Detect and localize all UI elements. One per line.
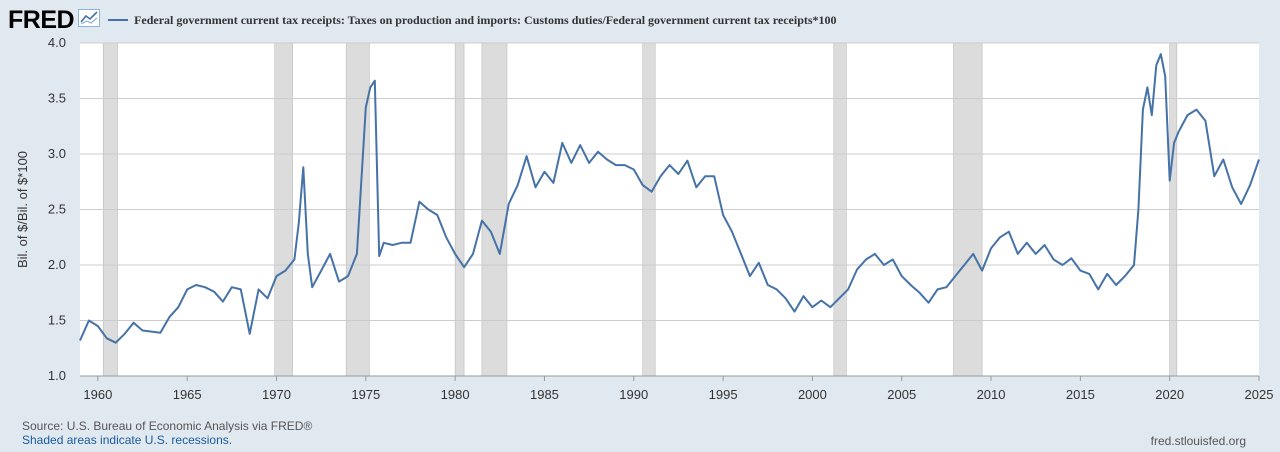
x-tick-label: 2005 bbox=[887, 387, 916, 402]
x-tick-label: 1970 bbox=[262, 387, 291, 402]
x-tick-label: 1975 bbox=[351, 387, 380, 402]
x-tick-label: 2000 bbox=[798, 387, 827, 402]
x-tick-label: 2020 bbox=[1155, 387, 1184, 402]
y-tick-label: 2.0 bbox=[48, 257, 66, 272]
y-tick-label: 3.0 bbox=[48, 146, 66, 161]
chart-line-icon bbox=[78, 8, 101, 32]
x-tick-label: 1995 bbox=[709, 387, 738, 402]
x-tick-label: 1960 bbox=[83, 387, 112, 402]
x-tick-label: 1985 bbox=[530, 387, 559, 402]
y-tick-label: 1.5 bbox=[48, 313, 66, 328]
series-line bbox=[79, 53, 1260, 344]
site-link[interactable]: fred.stlouisfed.org bbox=[1150, 434, 1246, 448]
source-note: Source: U.S. Bureau of Economic Analysis… bbox=[22, 419, 313, 433]
x-tick-label: 2025 bbox=[1245, 387, 1274, 402]
footer-source-block: Source: U.S. Bureau of Economic Analysis… bbox=[22, 419, 312, 447]
legend-line-marker bbox=[108, 19, 129, 21]
y-tick-label: 2.5 bbox=[48, 202, 66, 217]
y-axis-label: Bil. of $/Bil. of $*100 bbox=[15, 151, 30, 268]
fred-logo[interactable]: FRED bbox=[8, 6, 75, 34]
series-title: Federal government current tax receipts:… bbox=[134, 12, 837, 27]
x-tick-label: 2015 bbox=[1066, 387, 1095, 402]
recession-note-link[interactable]: Shaded areas indicate U.S. recessions. bbox=[22, 433, 233, 447]
y-tick-label: 4.0 bbox=[48, 35, 66, 50]
y-tick-label: 1.0 bbox=[48, 368, 66, 383]
x-tick-label: 1990 bbox=[619, 387, 648, 402]
x-tick-label: 1980 bbox=[441, 387, 470, 402]
x-tick-label: 1965 bbox=[173, 387, 202, 402]
y-tick-label: 3.5 bbox=[48, 91, 66, 106]
x-tick-label: 2010 bbox=[977, 387, 1006, 402]
chart-header: FRED Federal government current tax rece… bbox=[8, 5, 837, 35]
